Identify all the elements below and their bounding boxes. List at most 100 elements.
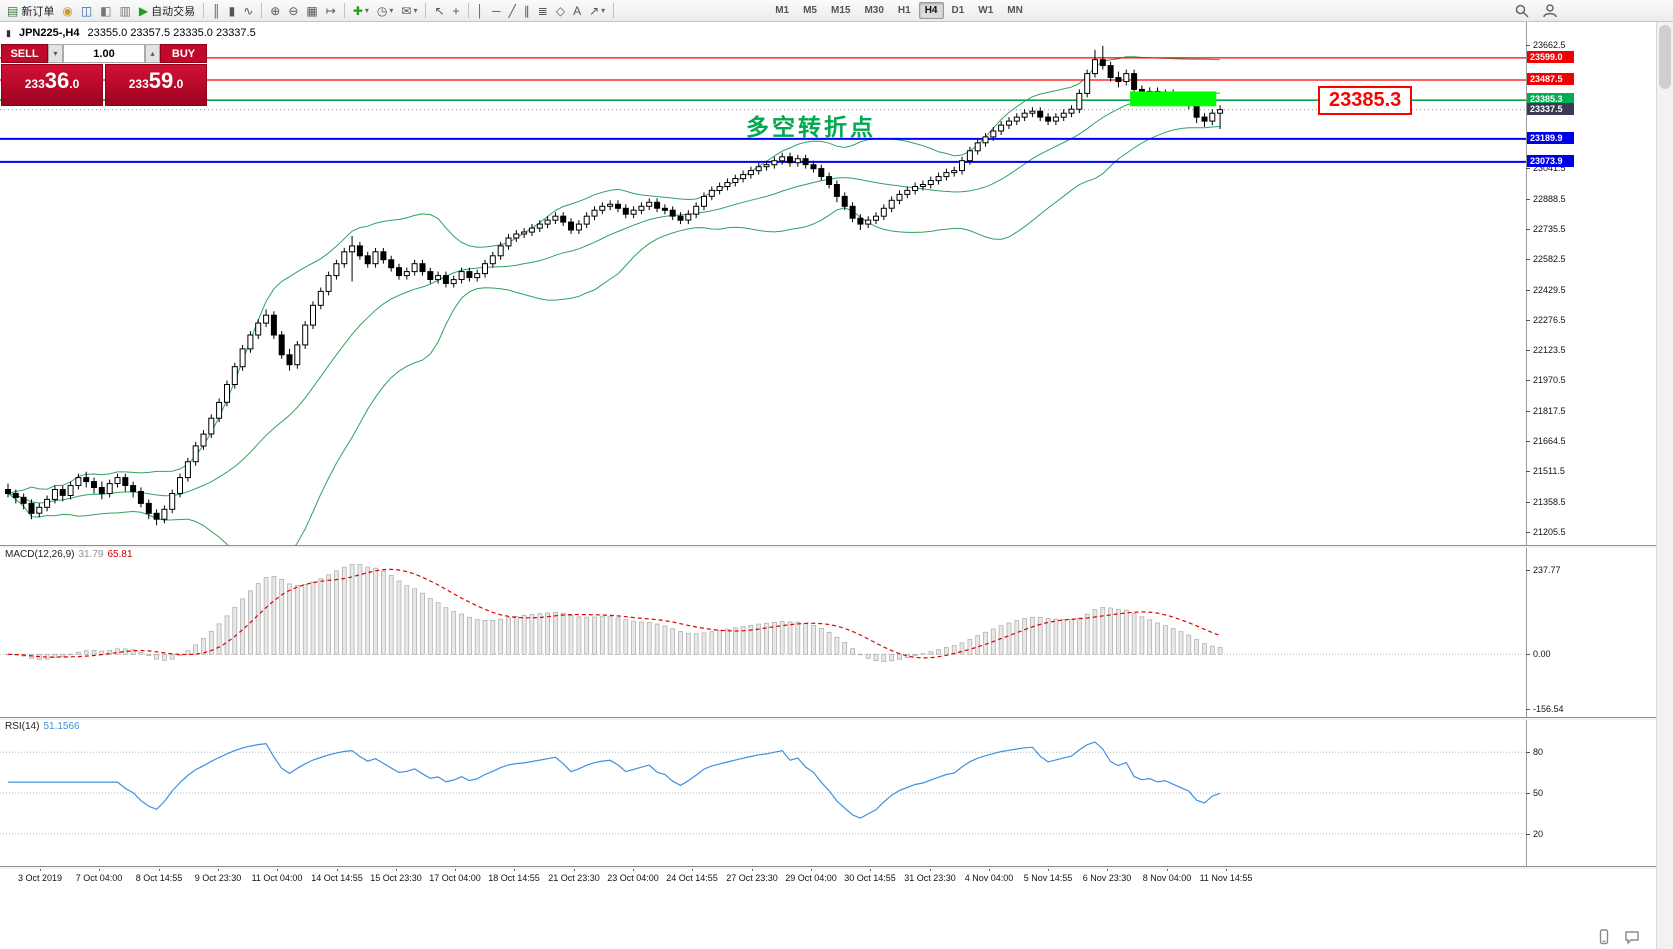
bar-chart-mode-button[interactable]: ║ — [209, 2, 224, 20]
timeframe-h4-button[interactable]: H4 — [918, 2, 944, 19]
candle-body — [521, 231, 528, 235]
cursor-button[interactable]: ↖ — [431, 2, 447, 20]
periods-button[interactable]: ◷ ▾ — [374, 2, 397, 20]
profiles-button[interactable]: ◉ — [59, 2, 75, 20]
candle-body — [497, 245, 504, 257]
candle-body — [411, 263, 418, 273]
toolbar: ▤ 新订单 ◉ ◫ ◧ ▥ ▶ 自动交易 ║ ▮ ∿ ⊕ ⊖ ▦ ↦ ✚ ▾ ◷ ▾ ✉ ▾ ↖ + │ ─ ╱ ∥ ≣ ◇ A ↗ ▾ M1 M… — [0, 0, 1673, 22]
price-axis-label: 21205.5 — [1533, 527, 1566, 537]
arrows-tool-button[interactable]: ↗ ▾ — [586, 2, 608, 20]
candle-body — [763, 164, 770, 168]
chart-annotation-text[interactable]: 多空转折点 — [746, 114, 876, 140]
timeframe-w1-button[interactable]: W1 — [978, 5, 994, 16]
candle-body — [333, 263, 340, 277]
macd-histogram-bar — [912, 653, 918, 656]
macd-panel-canvas[interactable] — [0, 547, 1526, 717]
timeframe-mn-button[interactable]: MN — [1007, 5, 1023, 16]
macd-histogram-bar — [240, 598, 245, 655]
candle-body — [5, 489, 11, 494]
candle-body — [693, 205, 700, 215]
timeframe-d1-button[interactable]: D1 — [951, 5, 965, 16]
macd-histogram-bar — [693, 633, 699, 655]
navigator-button[interactable]: ◧ — [97, 2, 114, 20]
bollinger-middle-band — [7, 92, 1221, 504]
fibonacci-retracement-button[interactable]: ≣ — [535, 2, 551, 20]
rsi-axis-label: 20 — [1533, 829, 1544, 839]
candle-body — [568, 221, 574, 231]
sell-button[interactable]: SELL — [1, 44, 48, 63]
buy-button[interactable]: BUY — [160, 44, 207, 63]
macd-axis-tick — [1526, 654, 1530, 655]
timeframe-h1-button[interactable]: H1 — [897, 5, 911, 16]
price-axis-label: 22582.5 — [1533, 254, 1566, 264]
main-macd-separator[interactable] — [0, 545, 1656, 548]
timeframe-m5-button[interactable]: M5 — [803, 5, 817, 16]
zoom-out-button[interactable]: ⊖ — [285, 2, 301, 20]
line-chart-mode-button[interactable]: ∿ — [240, 2, 256, 20]
zoom-in-button[interactable]: ⊕ — [267, 2, 283, 20]
one-click-price-row: 233 36.0 233 59.0 — [1, 64, 207, 106]
volume-increase-button[interactable]: ▴ — [145, 44, 160, 63]
candle-body — [419, 263, 426, 273]
scrollbar-thumb[interactable] — [1659, 25, 1671, 89]
text-tool-button[interactable]: A — [570, 2, 584, 20]
mobile-app-button[interactable] — [1594, 927, 1614, 947]
macd-histogram-bar — [506, 617, 511, 655]
vertical-line-button[interactable]: │ — [474, 2, 488, 20]
market-watch-button[interactable]: ◫ — [78, 2, 95, 20]
trendline-button[interactable]: ╱ — [506, 2, 519, 20]
sell-price-button[interactable]: 233 36.0 — [1, 64, 103, 106]
candle-body — [247, 334, 254, 350]
timeframe-m15-button[interactable]: M15 — [831, 5, 851, 16]
shapes-icon: ◇ — [555, 3, 566, 18]
macd-histogram-bar — [52, 653, 58, 658]
chart-icon: ▮ — [6, 27, 11, 38]
support-button[interactable] — [1540, 1, 1560, 21]
horizontal-line-button[interactable]: ─ — [489, 2, 504, 20]
candle-body — [294, 344, 301, 366]
terminal-button[interactable]: ▥ — [117, 2, 134, 20]
equidistant-channel-button[interactable]: ∥ — [521, 2, 533, 20]
auto-scroll-button[interactable]: ▦ — [303, 2, 320, 20]
macd-label: MACD(12,26,9) 31.79 65.81 — [5, 549, 133, 560]
vertical-scrollbar[interactable] — [1656, 22, 1673, 949]
price-axis-tag: 23385.3 — [1527, 93, 1574, 105]
candle-body — [91, 481, 97, 489]
main-chart-canvas[interactable] — [0, 22, 1526, 545]
crosshair-button[interactable]: + — [450, 2, 463, 20]
price-axis-label: 23041.5 — [1533, 163, 1566, 173]
time-axis-separator[interactable] — [0, 866, 1656, 869]
chat-button[interactable] — [1622, 927, 1642, 947]
search-button[interactable] — [1512, 1, 1532, 21]
highlight-rectangle[interactable] — [1130, 91, 1217, 107]
macd-rsi-separator[interactable] — [0, 717, 1656, 720]
macd-histogram-bar — [1217, 647, 1223, 655]
chat-icon — [1625, 931, 1639, 945]
time-axis-tick — [1167, 867, 1168, 871]
timeframe-m30-button[interactable]: M30 — [864, 5, 884, 16]
candle-body — [1021, 112, 1028, 118]
new-order-button[interactable]: ▤ 新订单 — [4, 2, 57, 20]
timeframe-m1-button[interactable]: M1 — [775, 5, 790, 16]
macd-histogram-bar — [224, 615, 230, 655]
autotrading-button[interactable]: ▶ 自动交易 — [136, 2, 198, 20]
cursor-icon: ↖ — [434, 3, 445, 18]
templates-button[interactable]: ✉ ▾ — [398, 2, 420, 20]
bar-chart-mode-icon: ║ — [212, 3, 221, 18]
search-icon — [1515, 4, 1529, 18]
candle-body — [810, 164, 817, 170]
buy-price-button[interactable]: 233 59.0 — [105, 64, 207, 106]
candlestick-mode-button[interactable]: ▮ — [226, 2, 239, 20]
macd-histogram-bar — [850, 648, 855, 655]
volume-input[interactable]: 1.00 — [63, 44, 145, 63]
time-axis-tick — [930, 867, 931, 871]
indicators-button[interactable]: ✚ ▾ — [350, 2, 372, 20]
price-axis-label: 22276.5 — [1533, 315, 1566, 325]
chart-shift-button[interactable]: ↦ — [323, 2, 339, 20]
candle-body — [1029, 110, 1036, 114]
volume-decrease-button[interactable]: ▾ — [48, 44, 63, 63]
price-callout-label[interactable]: 23385.3 — [1318, 86, 1413, 115]
candle-body — [787, 156, 793, 164]
rsi-panel-canvas[interactable] — [0, 719, 1526, 865]
shapes-button[interactable]: ◇ — [553, 2, 568, 20]
